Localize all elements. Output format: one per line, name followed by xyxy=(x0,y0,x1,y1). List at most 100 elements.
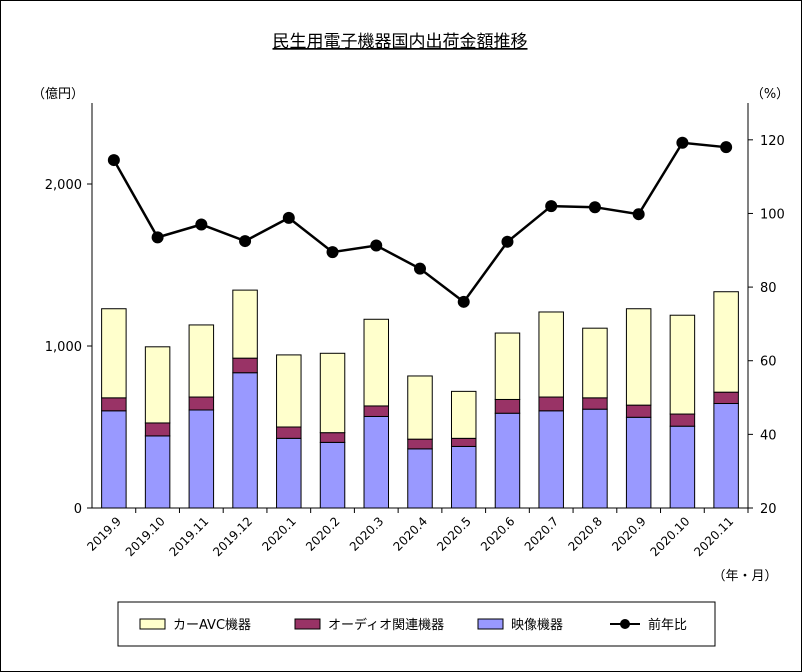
bar-segment-series-2 xyxy=(101,308,127,399)
x-unit-label: （年・月） xyxy=(712,569,777,584)
x-tick-label: 2019.12 xyxy=(210,514,255,559)
bar-segment-series-1 xyxy=(538,396,564,412)
x-tick-label: 2019.11 xyxy=(166,514,211,559)
bar-segment-series-2 xyxy=(188,324,215,398)
legend: カーAVC機器 オーディオ関連機器 映像機器 前年比 xyxy=(117,601,716,647)
line-point xyxy=(326,246,339,259)
bar-segment-series-2 xyxy=(450,390,477,439)
bar-segment-series-2 xyxy=(276,354,302,428)
bar-segment-series-1 xyxy=(407,438,433,450)
bar-segment-series-1 xyxy=(582,397,608,410)
legend-label-series-0: 映像機器 xyxy=(511,618,563,633)
y-left-tick-label: 1,000 xyxy=(45,340,82,355)
bar-segment-series-0 xyxy=(188,409,215,509)
y-right-unit-label: （%） xyxy=(751,87,789,102)
x-tick-label: 2020.8 xyxy=(565,514,605,554)
bar-segment-series-2 xyxy=(538,311,564,398)
bar-segment-series-1 xyxy=(713,391,739,405)
bar-segment-series-0 xyxy=(450,445,477,509)
legend-swatch-series-1 xyxy=(294,618,321,630)
bar-segment-series-1 xyxy=(319,432,346,443)
bar-segment-series-1 xyxy=(144,422,171,437)
bar-segment-series-1 xyxy=(232,357,258,374)
line-point xyxy=(545,200,558,213)
bar-segment-series-0 xyxy=(669,425,696,509)
bar-segment-series-0 xyxy=(494,412,521,509)
bar-segment-series-0 xyxy=(276,437,302,509)
y-right-tick-label: 60 xyxy=(760,355,777,370)
line-point xyxy=(239,235,252,248)
bar-segment-series-2 xyxy=(232,289,258,359)
chart-title: 民生用電子機器国内出荷金額推移 xyxy=(273,32,528,52)
y-right-tick-label: 20 xyxy=(760,502,777,517)
bar-segment-series-0 xyxy=(101,410,127,509)
bar-segment-series-1 xyxy=(494,398,521,414)
x-tick-label: 2020.3 xyxy=(347,514,387,554)
bar-segment-series-1 xyxy=(188,396,215,411)
x-tick-label: 2019.9 xyxy=(84,514,124,554)
x-tick-label: 2020.4 xyxy=(391,514,431,554)
bar-segment-series-1 xyxy=(669,413,696,427)
bar-segment-series-2 xyxy=(319,352,346,434)
line-point xyxy=(282,211,295,224)
bar-segment-series-2 xyxy=(494,332,521,400)
y-right-tick-label: 40 xyxy=(760,428,777,443)
bar-segment-series-1 xyxy=(625,404,652,418)
legend-label-series-2: カーAVC機器 xyxy=(173,618,251,633)
x-tick-label: 2020.1 xyxy=(259,514,299,554)
y-left-tick-label: 2,000 xyxy=(45,178,82,193)
bar-segment-series-2 xyxy=(713,291,739,393)
line-point xyxy=(414,262,426,275)
bar-segment-series-0 xyxy=(625,416,652,509)
line-point xyxy=(370,239,383,252)
line-point xyxy=(457,295,470,308)
bar-segment-series-2 xyxy=(144,346,171,424)
x-tick-label: 2020.11 xyxy=(691,514,736,559)
x-tick-label: 2020.7 xyxy=(522,514,562,554)
bar-segment-series-2 xyxy=(363,318,390,407)
x-tick-label: 2019.10 xyxy=(123,514,168,559)
y-right-tick-label: 80 xyxy=(760,281,777,296)
legend-label-series-1: オーディオ関連機器 xyxy=(328,617,444,633)
bar-segment-series-0 xyxy=(538,410,564,509)
bar-segment-series-0 xyxy=(144,435,171,509)
bar-segment-series-0 xyxy=(713,403,739,509)
bar-segment-series-1 xyxy=(276,426,302,439)
bar-segment-series-1 xyxy=(363,405,390,417)
legend-swatch-line-marker xyxy=(620,619,630,629)
legend-swatch-series-2 xyxy=(139,618,166,630)
x-tick-label: 2020.9 xyxy=(609,514,649,554)
bar-segment-series-0 xyxy=(363,415,390,509)
line-point xyxy=(588,201,601,214)
x-tick-label: 2020.2 xyxy=(303,514,343,554)
bar-segment-series-0 xyxy=(232,372,258,509)
bar-segment-series-2 xyxy=(625,308,652,406)
bar-segment-series-1 xyxy=(450,437,477,447)
line-point xyxy=(195,218,208,231)
bar-segment-series-2 xyxy=(407,375,433,440)
plot-area: 01,0002,000204060801001202019.92019.1020… xyxy=(45,103,785,559)
bar-segment-series-0 xyxy=(319,441,346,509)
y-left-tick-label: 0 xyxy=(74,502,82,517)
x-tick-label: 2020.5 xyxy=(434,514,474,554)
y-right-tick-label: 100 xyxy=(760,207,785,222)
y-right-tick-label: 120 xyxy=(760,134,785,149)
line-point xyxy=(632,208,645,221)
y-left-unit-label: （億円） xyxy=(32,86,84,102)
x-tick-label: 2020.10 xyxy=(648,514,693,559)
bar-segment-series-2 xyxy=(669,314,696,415)
line-point xyxy=(151,231,164,244)
bar-segment-series-0 xyxy=(407,448,433,509)
legend-swatch-series-0 xyxy=(477,618,504,630)
line-point xyxy=(501,235,514,248)
x-tick-label: 2020.6 xyxy=(478,514,518,554)
line-point xyxy=(720,141,733,154)
legend-label-line: 前年比 xyxy=(648,617,687,633)
bar-segment-series-1 xyxy=(101,397,127,412)
line-point xyxy=(676,136,689,149)
line-point xyxy=(107,154,120,167)
bar-segment-series-0 xyxy=(582,408,608,509)
bar-segment-series-2 xyxy=(582,327,608,399)
